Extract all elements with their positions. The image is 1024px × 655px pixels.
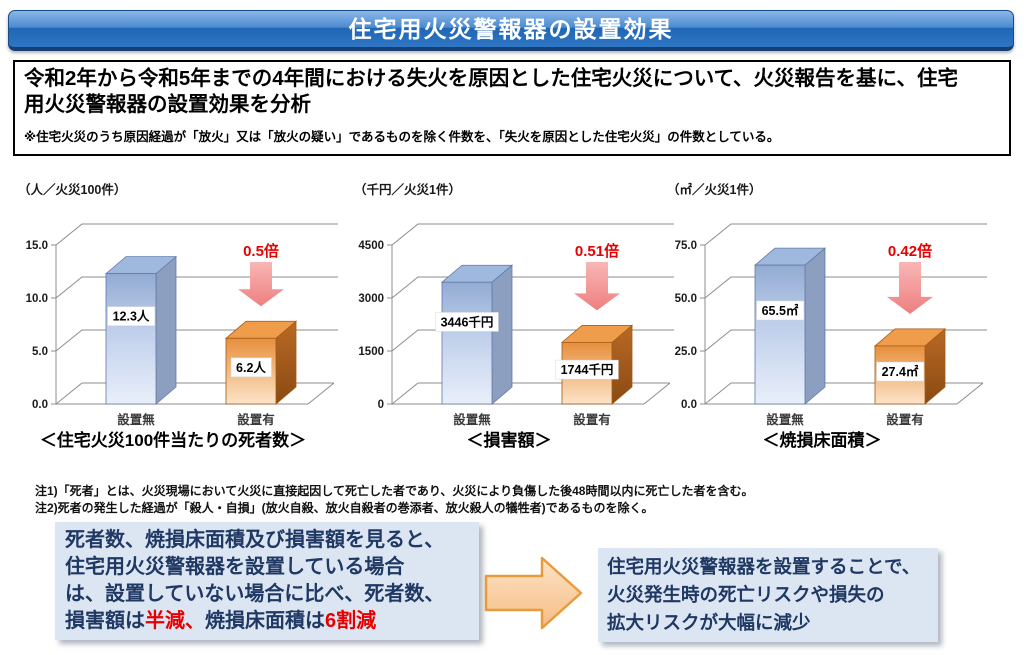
conclusion-right-line-2: 火災発生時の死亡リスクや損失の <box>607 584 885 605</box>
conclusion-text: 焼損床面積は <box>205 610 325 632</box>
conclusion-right-box: 住宅用火災警報器を設置することで、 火災発生時の死亡リスクや損失の 拡大リスクが大幅… <box>598 548 938 642</box>
y-tick-label: 5.0 <box>32 346 48 358</box>
bar-no-install <box>105 273 157 405</box>
chart-deaths-per-100-fires: 0.0 5.0 10.0 15.0 12.3人設置無 6.2人設置有 0.5倍 （人／火災10… <box>8 178 338 456</box>
category-label: 設置無 <box>453 412 491 427</box>
reduction-multiplier-label: 0.42倍 <box>888 242 932 260</box>
bar-value-chip <box>756 300 805 321</box>
y-tick-label: 50.0 <box>675 293 697 305</box>
bar-value-label: 1744千円 <box>561 362 614 377</box>
chart-floor <box>391 382 671 405</box>
down-arrow-icon <box>574 262 620 311</box>
bar-value-chip <box>876 361 925 382</box>
conclusion-left-line-3: は、設置していない場合に比べ、死者数、 <box>65 581 469 608</box>
bar-value-label: 3446千円 <box>441 314 494 329</box>
axis-unit-label: （千円／火災1件） <box>354 182 461 197</box>
bar-value-label: 65.5㎡ <box>762 303 799 318</box>
footnote-1: 注1)「死者」とは、火災現場において火災に直接起因して死亡した者であり、火災によ… <box>35 484 754 498</box>
conclusion-text: 損害額は <box>65 610 145 632</box>
category-label: 設置有 <box>886 412 924 427</box>
right-arrow-icon <box>484 556 583 630</box>
intro-note: ※住宅火災のうち原因経過が「放火」又は「放火の疑い」であるものを除く件数を、「失… <box>24 130 780 144</box>
bar-value-label: 6.2人 <box>236 360 266 375</box>
gridline <box>704 223 987 246</box>
conclusion-text: 住宅用火災警報器を設置している場合 <box>65 556 405 578</box>
chart-floor <box>55 382 335 405</box>
y-tick-label: 3000 <box>358 293 384 305</box>
bar-no-install <box>441 281 493 405</box>
bar-value-label: 27.4㎡ <box>882 364 919 379</box>
gridline <box>391 223 674 246</box>
y-tick-label: 10.0 <box>26 293 48 305</box>
conclusion-left-line-1: 死者数、焼損床面積及び損害額を見ると、 <box>65 527 469 554</box>
bar-no-install-side <box>804 247 826 405</box>
bar-no-install-side <box>155 255 177 405</box>
y-tick-label: 4500 <box>358 240 384 252</box>
conclusion-text: 死者数、焼損床面積及び損害額を見ると、 <box>65 529 445 551</box>
gridline <box>55 276 338 299</box>
highlight-red-text: 半減、 <box>145 610 205 632</box>
bar-no-install-side <box>491 264 513 405</box>
category-label: 設置有 <box>237 412 275 427</box>
intro-box: 令和2年から令和5年までの4年間における失火を原因とした住宅火災について、火災報… <box>13 60 1011 156</box>
chart-title: ＜損害額＞ <box>467 430 552 450</box>
conclusion-text: は、設置していない場合に比べ、死者数、 <box>65 583 445 605</box>
bar-value-chip <box>230 357 272 378</box>
category-label: 設置有 <box>573 412 611 427</box>
gridline <box>704 276 987 299</box>
page-title: 住宅用火災警報器の設置効果 <box>348 16 674 42</box>
category-label: 設置無 <box>117 412 155 427</box>
y-tick-label: 15.0 <box>26 240 48 252</box>
y-tick-label: 1500 <box>358 346 384 358</box>
axis-unit-label: （㎡／火災1件） <box>667 182 761 197</box>
intro-text-line-2: 用火災警報器の設置効果を分析 <box>24 93 311 116</box>
conclusion-right-line-3: 拡大リスクが大幅に減少 <box>607 612 811 633</box>
gridline <box>55 223 338 246</box>
bar-value-chip <box>435 312 499 332</box>
y-tick-label: 0 <box>378 399 384 411</box>
conclusion-left-line-4: 損害額は半減、焼損床面積は6割減 <box>65 608 469 635</box>
bar-value-chip <box>555 359 619 380</box>
page-title-banner: 住宅用火災警報器の設置効果 <box>8 10 1014 51</box>
gridline <box>391 276 674 299</box>
intro-text-line-1: 令和2年から令和5年までの4年間における失火を原因とした住宅火災について、火災報… <box>24 67 958 90</box>
conclusion-left-line-2: 住宅用火災警報器を設置している場合 <box>65 554 469 581</box>
reduction-multiplier-label: 0.5倍 <box>243 242 279 260</box>
down-arrow-icon <box>238 262 284 307</box>
chart-title: ＜焼損床面積＞ <box>763 430 882 450</box>
chart-floor <box>704 382 984 405</box>
chart-title: ＜住宅火災100件当たりの死者数＞ <box>40 430 306 450</box>
intro-text: 令和2年から令和5年までの4年間における失火を原因とした住宅火災について、火災報… <box>24 66 1000 118</box>
down-arrow-icon <box>887 262 933 314</box>
conclusion-left-box: 死者数、焼損床面積及び損害額を見ると、 住宅用火災警報器を設置している場合は、設置… <box>55 522 479 640</box>
y-tick-label: 25.0 <box>675 346 697 358</box>
chart-damage-amount: 0 1500 3000 4500 3446千円設置無 1744千円設置有 0.51倍 （千円／… <box>344 178 674 456</box>
highlight-red-text: 6割減 <box>325 610 377 632</box>
reduction-multiplier-label: 0.51倍 <box>575 242 619 260</box>
bar-value-label: 12.3人 <box>113 309 150 324</box>
footnote-2: 注2)死者の発生した経過が「殺人・自損」(放火自殺、放火自殺者の巻添者、放火殺人… <box>35 501 654 515</box>
footnotes: 注1)「死者」とは、火災現場において火災に直接起因して死亡した者であり、火災によ… <box>35 483 753 517</box>
category-label: 設置無 <box>766 412 804 427</box>
y-tick-label: 0.0 <box>681 399 697 411</box>
conclusion-right-line-1: 住宅用火災警報器を設置することで、 <box>607 556 921 577</box>
bar-value-chip <box>107 306 156 326</box>
axis-unit-label: （人／火災100件） <box>18 182 126 197</box>
y-tick-label: 0.0 <box>32 399 48 411</box>
bar-no-install <box>754 264 806 405</box>
y-tick-label: 75.0 <box>675 240 697 252</box>
